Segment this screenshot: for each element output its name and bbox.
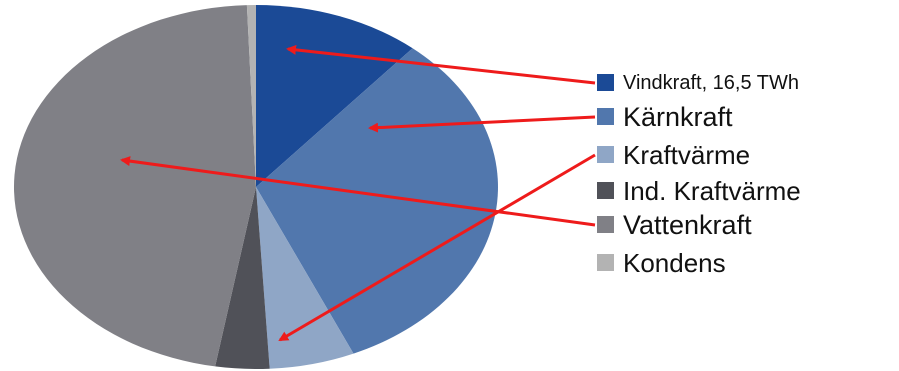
annotation-arrows xyxy=(120,44,596,342)
pie-slice-3 xyxy=(215,187,270,370)
pie-slice-5 xyxy=(246,5,256,187)
legend: Vindkraft, 16,5 TWh Kärnkraft Kraftvärme In… xyxy=(597,72,801,278)
pie-slice-2 xyxy=(256,187,354,369)
legend-label-3: Ind. Kraftvärme xyxy=(623,176,801,206)
legend-label-2: Kraftvärme xyxy=(623,140,750,170)
legend-label-4: Vattenkraft xyxy=(623,210,752,240)
legend-swatch-1 xyxy=(597,108,614,125)
legend-swatch-3 xyxy=(597,182,614,199)
annotation-arrow-2 xyxy=(278,153,596,342)
pie-slices xyxy=(13,5,498,370)
annotation-arrow-1 xyxy=(368,115,596,133)
legend-swatch-5 xyxy=(597,254,614,271)
annotation-arrow-0 xyxy=(286,44,596,85)
legend-label-5: Kondens xyxy=(623,248,726,278)
legend-swatch-0 xyxy=(597,74,614,91)
legend-swatch-4 xyxy=(597,216,614,233)
annotation-arrow-3 xyxy=(120,156,596,227)
legend-label-1: Kärnkraft xyxy=(623,102,733,132)
legend-label-0: Vindkraft, 16,5 TWh xyxy=(623,72,799,94)
legend-swatch-2 xyxy=(597,146,614,163)
pie-slice-4 xyxy=(13,5,256,367)
